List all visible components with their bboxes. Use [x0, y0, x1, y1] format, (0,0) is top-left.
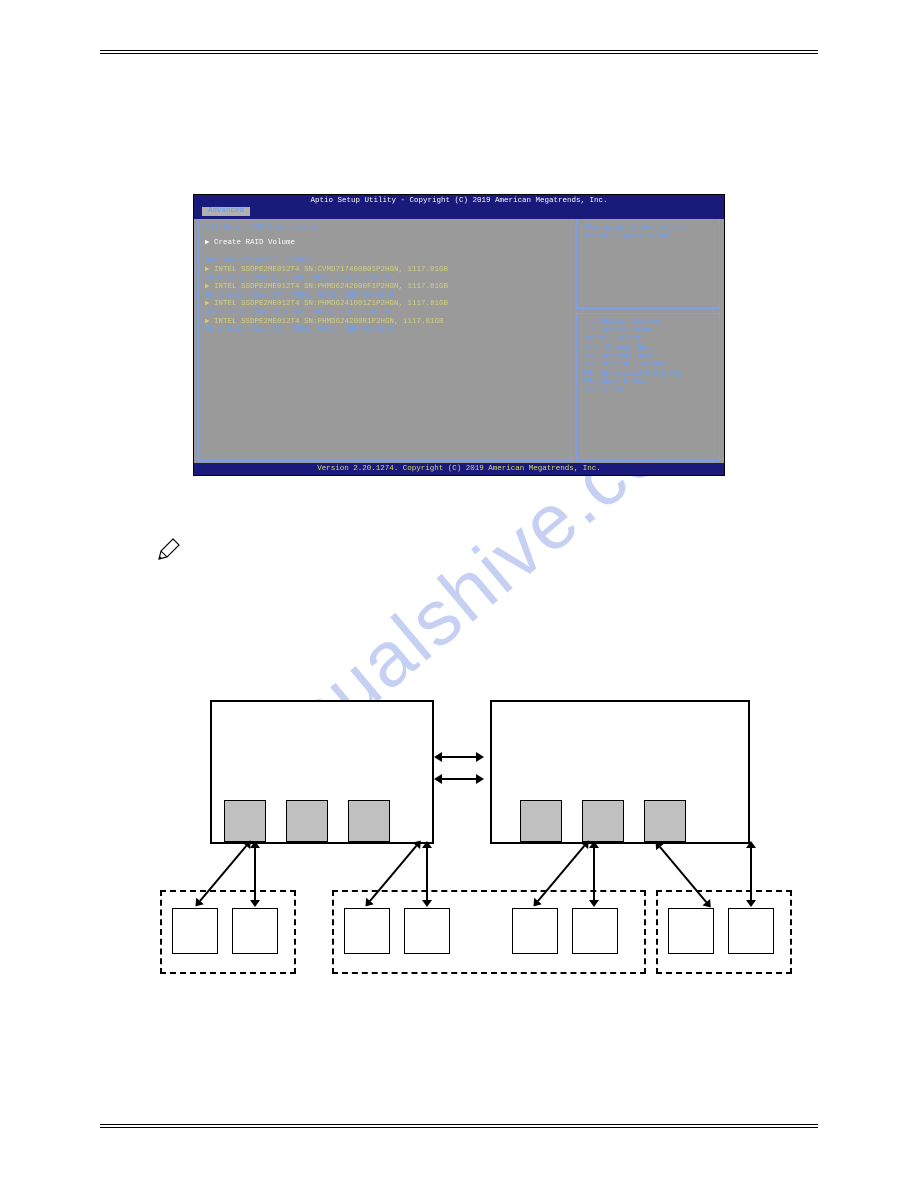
- nv-2: [344, 908, 390, 954]
- vmd-0: [224, 800, 266, 842]
- vmd-4: [582, 800, 624, 842]
- bios-header: All Intel VMD Controllers: [205, 224, 565, 233]
- bios-disk-3: Port 3:0, Slot 37, CPU0, VMD2, BDF 04:00…: [205, 292, 565, 301]
- bios-disk-0: ▶ INTEL SSDPE2ME012T4 SN:CVMD717400B01P2…: [205, 266, 565, 275]
- vmd-1: [286, 800, 328, 842]
- nv-0: [172, 908, 218, 954]
- bios-disk-7: Port 2:0, Slot 37, CPU1, VMD1, BDF 04:00…: [205, 326, 565, 335]
- page: manualshive.com Aptio Setup Utility - Co…: [0, 0, 918, 1188]
- pencil-icon: [155, 535, 183, 563]
- vmd-3: [520, 800, 562, 842]
- bios-title: Aptio Setup Utility - Copyright (C) 2019…: [194, 195, 724, 207]
- bottom-rule: [100, 1124, 818, 1128]
- nv-1: [232, 908, 278, 954]
- nv-3: [404, 908, 450, 954]
- nv-5: [572, 908, 618, 954]
- bios-tabstrip: Advanced: [194, 207, 724, 219]
- architecture-diagram: [160, 700, 810, 1000]
- bios-key-7: F4: Save & Exit: [583, 378, 713, 387]
- bios-disk-4: ▶ INTEL SSDPE2ME012T4 SN:PHMD6241001Z1P2…: [205, 300, 565, 309]
- nv-6: [668, 908, 714, 954]
- bios-key-0: →←: Select Screen: [583, 318, 713, 327]
- bios-footer: Version 2.20.1274. Copyright (C) 2019 Am…: [194, 463, 724, 475]
- upi-link-bottom: [442, 778, 476, 780]
- vmd-2: [348, 800, 390, 842]
- nv-4: [512, 908, 558, 954]
- bios-key-5: F2: Previous Values: [583, 361, 713, 370]
- bios-screenshot: Aptio Setup Utility - Copyright (C) 2019…: [193, 194, 725, 476]
- conn-v-2: [593, 848, 595, 900]
- conn-v-0: [254, 848, 256, 900]
- bios-disk-2: ▶ INTEL SSDPE2ME012T4 SN:PHMD6242000F1P2…: [205, 283, 565, 292]
- conn-v-1: [426, 848, 428, 900]
- conn-v-3: [750, 848, 752, 900]
- bios-disk-6: ▶ INTEL SSDPE2ME012T4 SN:PHMD624200R1P2H…: [205, 318, 565, 327]
- bios-body: All Intel VMD Controllers ▶ Create RAID …: [198, 219, 720, 461]
- bios-right-pane: This page allows you to create a RAID vo…: [576, 219, 720, 461]
- bios-key-1: ↑↓: Select Item: [583, 327, 713, 336]
- bios-key-4: F1: General Help: [583, 353, 713, 362]
- bios-disk-1: Port 3:0, Slot 4, CPU0, VMD2, BDF 03:00.…: [205, 275, 565, 284]
- bios-key-8: ESC: Exit: [583, 387, 713, 396]
- bios-keys: →←: Select Screen ↑↓: Select Item Enter:…: [576, 313, 720, 461]
- bios-create-raid: ▶ Create RAID Volume: [205, 239, 565, 248]
- bios-key-6: F3: Optimized Defaults: [583, 370, 713, 379]
- top-rule: [100, 50, 818, 54]
- bios-tab-advanced: Advanced: [202, 207, 250, 216]
- bios-key-3: +/-: Change Opt.: [583, 344, 713, 353]
- vmd-5: [644, 800, 686, 842]
- bios-disk-5: Port 2:0, Slot 4, CPU1, VMD1, BDF 03:00.…: [205, 309, 565, 318]
- bios-key-2: Enter: Select: [583, 335, 713, 344]
- bios-left-pane: All Intel VMD Controllers ▶ Create RAID …: [198, 219, 572, 461]
- bios-section: Non-RAID Physical Disks:: [205, 257, 565, 266]
- bios-help: This page allows you to create a RAID vo…: [576, 219, 720, 309]
- nv-7: [728, 908, 774, 954]
- upi-link-top: [442, 756, 476, 758]
